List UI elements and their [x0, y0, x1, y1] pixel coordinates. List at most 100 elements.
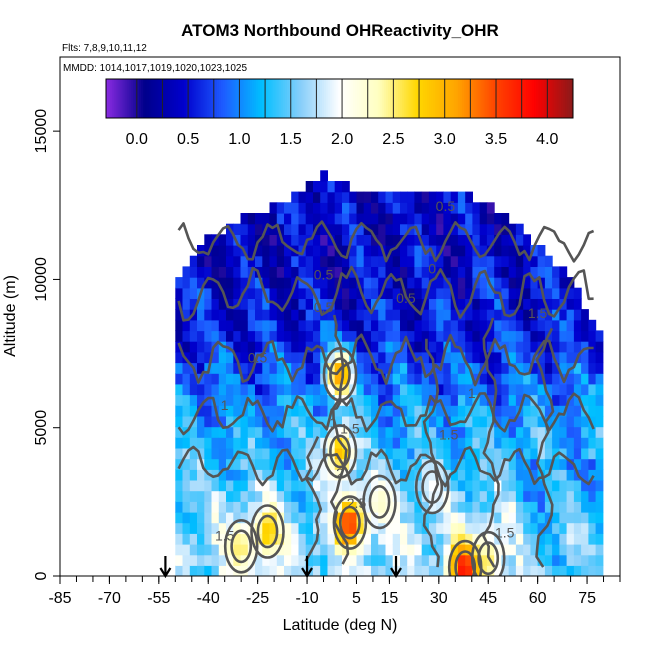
heatmap-cell	[197, 383, 205, 396]
heatmap-cell	[218, 447, 227, 460]
heatmap-cell	[486, 544, 495, 556]
heatmap-cell	[226, 533, 234, 545]
heatmap-cell	[515, 351, 524, 364]
heatmap-cell	[276, 202, 285, 214]
heatmap-cell	[559, 511, 568, 524]
heatmap-cell	[378, 426, 386, 438]
heatmap-cell	[255, 277, 263, 289]
contour-ring	[332, 495, 368, 550]
heatmap-cell	[356, 501, 365, 513]
heatmap-cell	[291, 234, 299, 246]
heatmap-cell	[457, 469, 466, 481]
heatmap-cell	[515, 490, 524, 502]
heatmap-cell	[211, 351, 220, 364]
heatmap-cell	[204, 479, 213, 492]
heatmap-cell	[457, 266, 466, 278]
heatmap-cell	[255, 309, 263, 321]
heatmap-cell	[342, 287, 350, 299]
heatmap-cell	[291, 330, 299, 342]
heatmap-cell	[400, 277, 408, 289]
heatmap-cell	[443, 266, 452, 278]
heatmap-cell	[559, 309, 568, 321]
heatmap-cell	[479, 501, 488, 513]
heatmap-cell	[479, 319, 488, 332]
heatmap-cell	[559, 554, 568, 566]
heatmap-cell	[581, 458, 589, 470]
heatmap-cell	[508, 405, 517, 417]
heatmap-cell	[218, 266, 227, 278]
colorbar-swatch	[285, 79, 288, 118]
heatmap-cell	[189, 287, 198, 299]
heatmap-cell	[334, 511, 343, 524]
heatmap-cell	[501, 277, 510, 289]
heatmap-cell	[240, 437, 249, 449]
heatmap-cell	[414, 191, 423, 203]
heatmap-cell	[327, 341, 336, 353]
heatmap-cell	[436, 554, 444, 566]
heatmap-cell	[218, 469, 227, 481]
contour-line	[177, 265, 594, 322]
colorbar-swatch	[493, 79, 496, 118]
heatmap-cell	[581, 330, 589, 342]
heatmap-cell	[494, 426, 502, 438]
heatmap-cell	[182, 415, 191, 428]
colorbar-label: 1.0	[228, 131, 250, 148]
heatmap-cell	[400, 490, 408, 502]
heatmap-cell	[240, 330, 249, 342]
heatmap-cell	[276, 554, 285, 566]
heatmap-cell	[342, 266, 350, 278]
heatmap-cell	[211, 309, 220, 321]
heatmap-cell	[240, 458, 249, 470]
heatmap-cell	[508, 330, 517, 342]
heatmap-cell	[414, 405, 423, 417]
contour-ring	[470, 530, 506, 576]
heatmap-cell	[581, 501, 589, 513]
heatmap-cell	[421, 266, 430, 278]
heatmap-cell	[226, 469, 234, 481]
colorbar-swatch	[528, 79, 531, 118]
heatmap-cell	[436, 287, 444, 299]
heatmap-cell	[443, 255, 452, 267]
heatmap-cell	[428, 309, 437, 321]
heatmap-cell	[356, 298, 365, 310]
heatmap-cell	[501, 544, 510, 556]
heatmap-cell	[189, 405, 198, 417]
heatmap-cell	[349, 469, 357, 481]
heatmap-cell	[552, 501, 560, 513]
colorbar-swatch	[113, 79, 117, 118]
heatmap-cell	[392, 447, 401, 460]
heatmap-cell	[443, 554, 452, 566]
heatmap-cell	[305, 245, 314, 257]
heatmap-cell	[255, 383, 263, 396]
heatmap-cell	[269, 234, 278, 246]
heatmap-cell	[276, 362, 285, 374]
x-tick-label: -55	[147, 590, 170, 607]
heatmap-cell	[233, 330, 242, 342]
colorbar-swatch	[158, 79, 161, 118]
heatmap-cell	[320, 394, 328, 406]
heatmap-cell	[175, 458, 184, 470]
heatmap-cell	[400, 554, 408, 566]
heatmap-cell	[486, 437, 495, 449]
heatmap-cell	[385, 447, 394, 460]
heatmap-cell	[284, 522, 292, 534]
heatmap-cell	[414, 544, 423, 556]
heatmap-cell	[559, 426, 568, 438]
heatmap-cell	[501, 458, 510, 470]
contour-ring	[414, 459, 450, 515]
heatmap-cell	[479, 351, 488, 364]
colorbar-swatch	[152, 79, 156, 118]
heatmap-cell	[573, 501, 582, 513]
heatmap-cell	[371, 383, 379, 396]
heatmap-cell	[486, 522, 495, 534]
heatmap-cell	[414, 373, 423, 385]
heatmap-cell	[465, 511, 473, 524]
y-tick-label: 0	[33, 571, 50, 580]
colorbar-swatch	[265, 79, 269, 118]
heatmap-cell	[363, 330, 372, 342]
heatmap-cell	[204, 533, 213, 545]
colorbar-swatch	[267, 79, 270, 118]
heatmap-cell	[494, 234, 502, 246]
heatmap-cell	[523, 511, 531, 524]
heatmap-cell	[197, 394, 205, 406]
